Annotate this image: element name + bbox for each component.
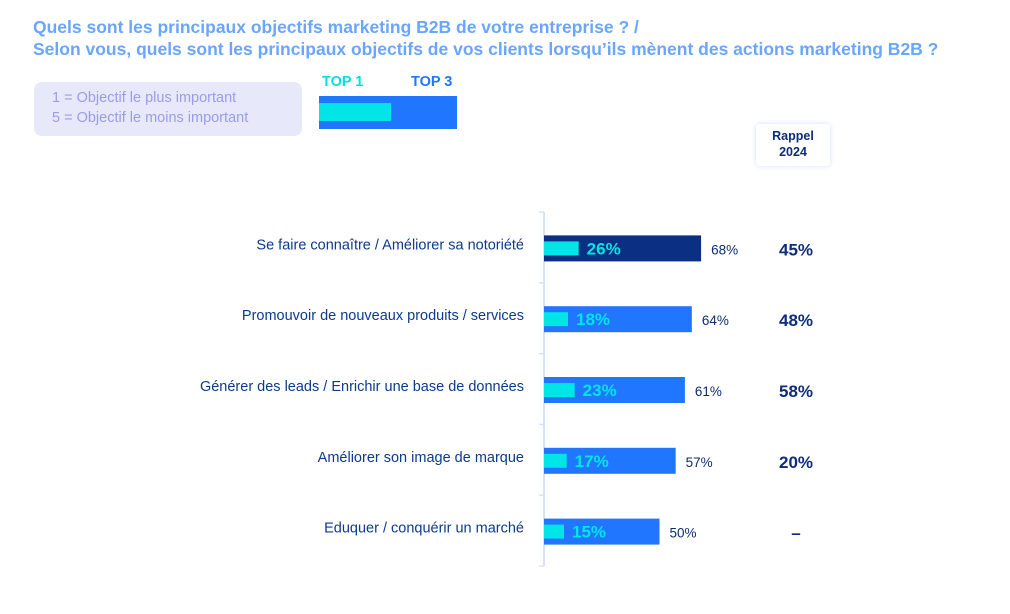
legend-top3-label: TOP 3 [411,74,453,90]
title-line-2: Selon vous, quels sont les principaux ob… [33,39,939,59]
rappel-header-1: Rappel [772,129,814,143]
scale-note-2: 5 = Objectif le moins important [52,110,249,126]
top3-value-label: 50% [670,526,697,541]
rappel-2024-value: 45% [779,240,813,259]
bar-top1 [544,383,575,397]
title-line-1: Quels sont les principaux objectifs mark… [33,17,639,37]
scale-note-box: 1 = Objectif le plus important 5 = Objec… [34,82,302,136]
top1-value-label: 23% [583,381,617,400]
top1-value-label: 18% [576,310,610,329]
top3-value-label: 64% [702,313,729,328]
bar-top1 [544,524,565,539]
category-label: Générer des leads / Enrichir une base de… [200,379,524,395]
legend-bar-top1 [319,103,391,121]
rappel-2024-value: – [791,524,800,543]
chart-title: Quels sont les principaux objectifs mark… [33,16,938,60]
top3-value-label: 68% [711,242,738,257]
bar-top1 [544,241,579,256]
top1-value-label: 15% [572,523,606,542]
rappel-2024-value: 58% [779,382,813,401]
legend-bar-top3 [319,96,457,129]
top1-value-label: 26% [587,239,621,258]
top3-value-label: 61% [695,384,722,399]
category-label: Promouvoir de nouveaux produits / servic… [242,308,524,324]
category-label: Améliorer son image de marque [318,450,524,466]
bar-top1 [544,312,569,327]
category-label: Eduquer / conquérir un marché [324,521,524,537]
category-label: Se faire connaître / Améliorer sa notori… [256,237,524,253]
top3-value-label: 57% [686,455,713,470]
rappel-2024-value: 20% [779,453,813,472]
rappel-header: Rappel 2024 [756,124,830,166]
scale-note-1: 1 = Objectif le plus important [52,90,237,106]
bar-top1 [544,453,567,468]
bar-top3 [544,306,692,333]
legend-top1-label: TOP 1 [322,74,364,90]
rappel-2024-value: 48% [779,311,813,330]
rappel-header-2: 2024 [779,145,807,159]
top1-value-label: 17% [575,452,609,471]
